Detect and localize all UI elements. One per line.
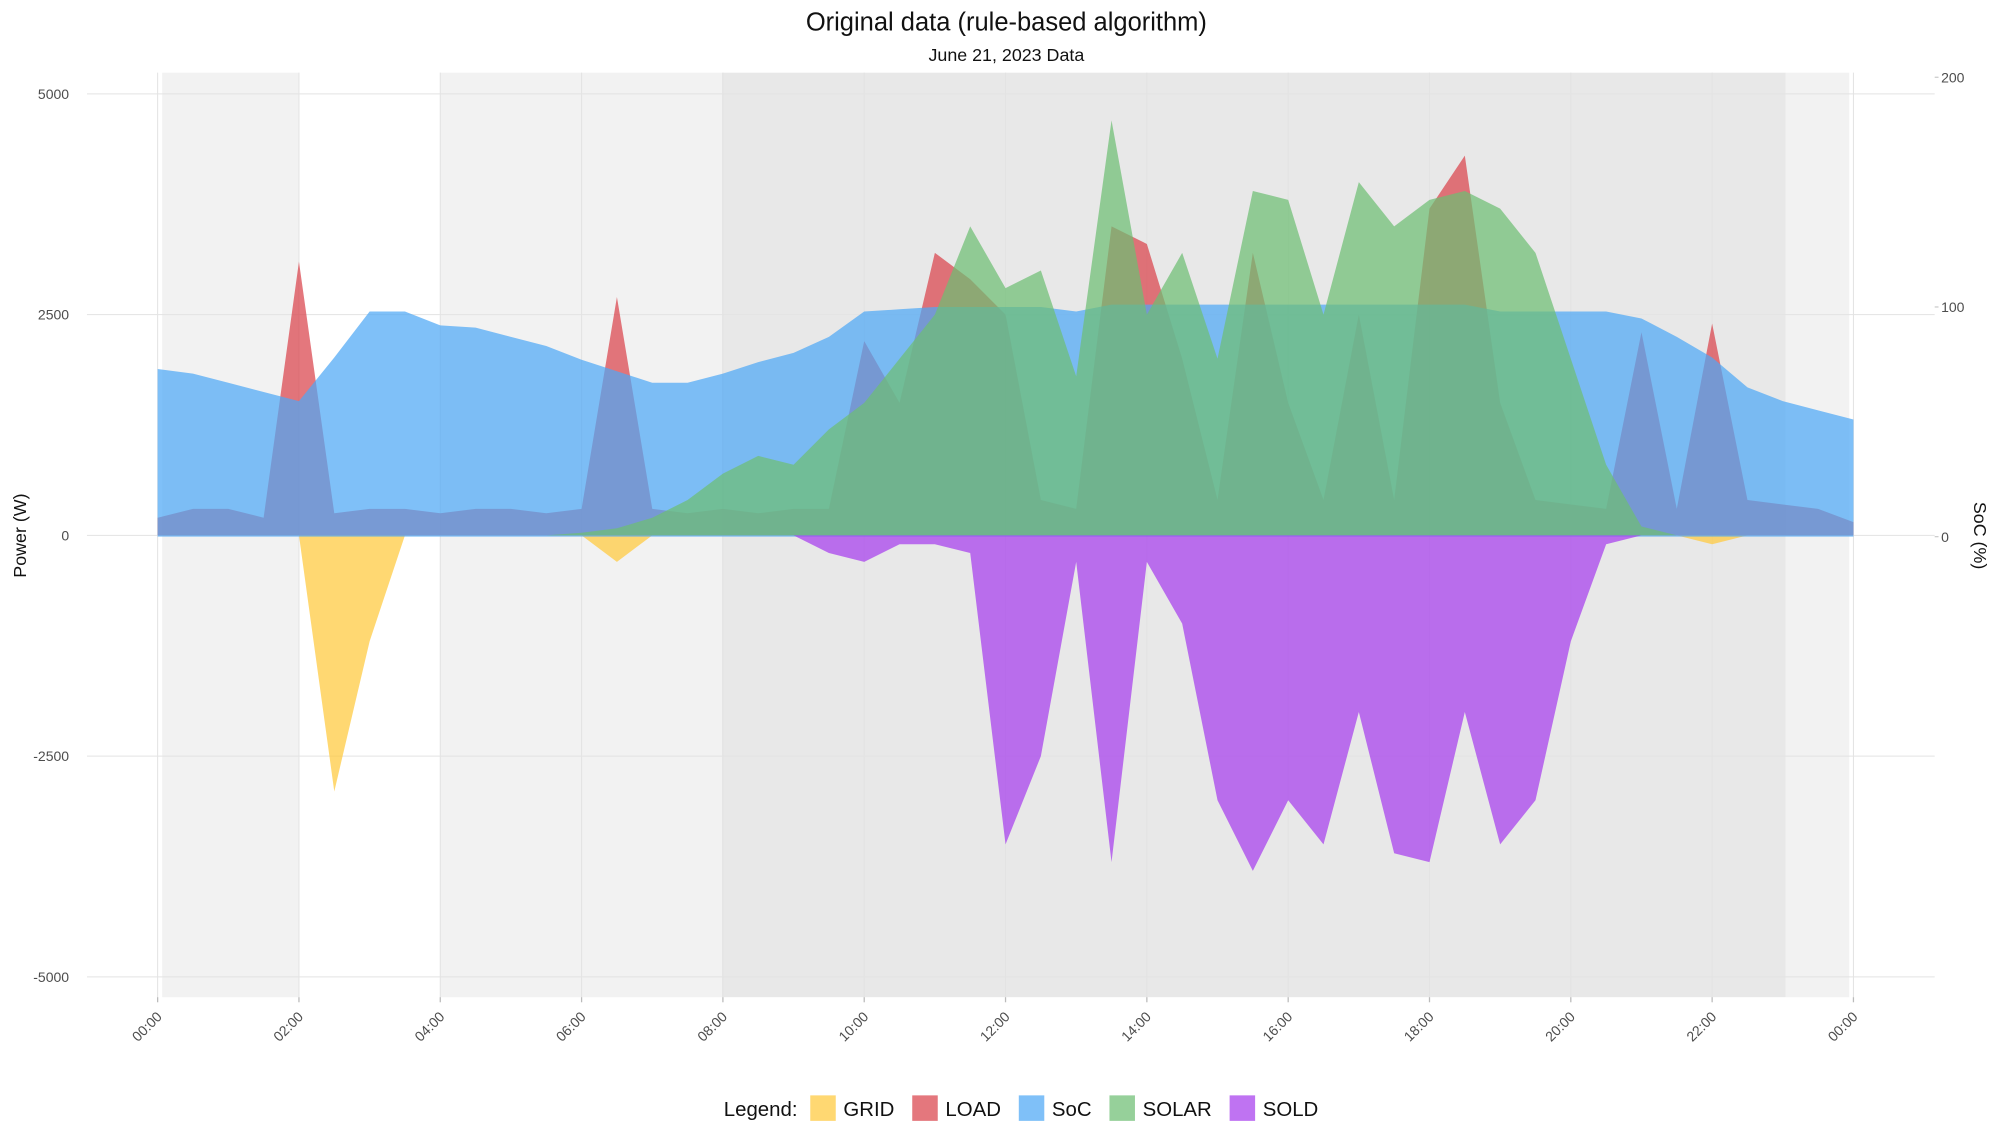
chart-subtitle: June 21, 2023 Data (928, 45, 1084, 65)
legend: Legend: GRID LOAD SoC SOLAR SOLD (724, 1095, 1319, 1121)
x-tick-label: 14:00 (1118, 1008, 1154, 1044)
y-tick-label: 0 (61, 527, 69, 543)
area-3 (157, 120, 1854, 536)
y2-tick-label: 200 (1941, 69, 1965, 85)
y-axis-title: Power (W) (10, 493, 30, 577)
x-tick-label: 06:00 (553, 1008, 589, 1044)
x-tick-label: 02:00 (270, 1008, 306, 1044)
x-tick-label: 18:00 (1401, 1008, 1437, 1044)
chart-title: Original data (rule-based algorithm) (806, 9, 1207, 37)
x-tick-label: 08:00 (694, 1008, 730, 1044)
y-tick-label: 2500 (38, 307, 69, 323)
plot-area (157, 120, 1854, 871)
x-tick-label: 00:00 (1825, 1008, 1861, 1044)
legend-swatch (1229, 1095, 1256, 1121)
x-tick-label: 22:00 (1683, 1008, 1719, 1044)
area-0 (157, 535, 1854, 792)
legend-label: SoC (1052, 1099, 1092, 1121)
legend-label: SOLD (1263, 1099, 1319, 1121)
y-tick-label: 5000 (38, 86, 69, 102)
legend-swatch (810, 1095, 836, 1121)
x-tick-label: 04:00 (411, 1008, 447, 1044)
x-tick-label: 12:00 (977, 1008, 1013, 1044)
y2-tick-label: 100 (1941, 299, 1965, 315)
x-tick-label: 10:00 (835, 1008, 871, 1044)
x-tick-label: 20:00 (1542, 1008, 1578, 1044)
y-tick-label: -5000 (33, 969, 69, 985)
legend-label: SOLAR (1143, 1099, 1212, 1121)
y-tick-label: -2500 (33, 748, 69, 764)
legend-swatch (912, 1095, 938, 1121)
legend-label: GRID (843, 1099, 894, 1121)
legend-swatch (1018, 1095, 1045, 1121)
x-tick-label: 00:00 (129, 1008, 165, 1044)
legend-title: Legend: (724, 1099, 798, 1121)
y2-tick-label: 0 (1941, 529, 1949, 545)
legend-label: LOAD (945, 1099, 1001, 1121)
area-4 (157, 535, 1854, 871)
x-tick-label: 16:00 (1259, 1008, 1295, 1044)
y2-axis-title: SoC (%) (1970, 502, 1990, 569)
legend-swatch (1109, 1095, 1135, 1121)
